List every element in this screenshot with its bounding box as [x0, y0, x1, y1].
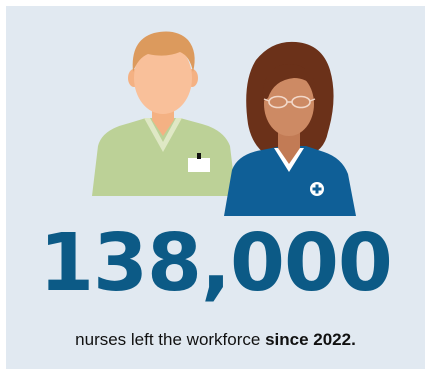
female-nurse-icon	[224, 41, 356, 216]
medical-cross-icon	[310, 182, 324, 196]
stat-value: 138,000	[39, 217, 393, 309]
caption-text: nurses left the workforce	[75, 330, 266, 349]
stat-caption: nurses left the workforce since 2022.	[6, 330, 425, 350]
male-nurse-icon	[92, 31, 236, 196]
caption-emphasis: since 2022.	[265, 330, 356, 349]
stat-panel: 138,000 nurses left the workforce since …	[6, 6, 425, 369]
nurses-illustration	[92, 31, 356, 216]
